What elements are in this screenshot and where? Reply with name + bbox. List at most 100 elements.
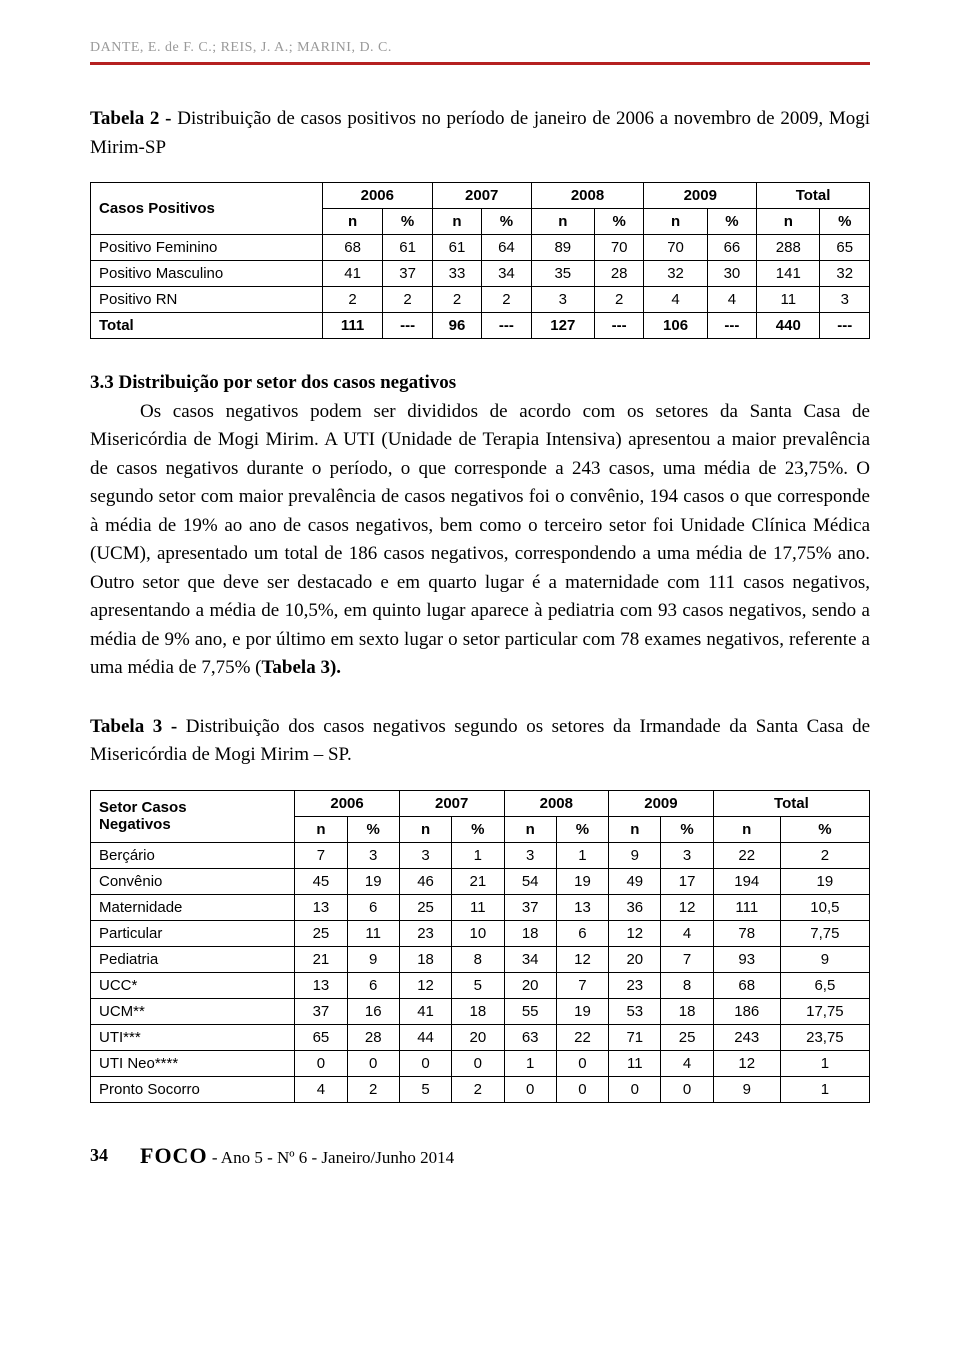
table3: Setor Casos Negativos 2006 2007 2008 200… <box>90 790 870 1103</box>
cell: 54 <box>504 868 556 894</box>
cell: 70 <box>644 235 707 261</box>
cell: 13 <box>556 894 608 920</box>
page-footer: 34 FOCO - Ano 5 - Nº 6 - Janeiro/Junho 2… <box>90 1143 870 1169</box>
cell: 1 <box>780 1076 869 1102</box>
cell: 4 <box>661 920 713 946</box>
cell: 96 <box>432 313 481 339</box>
row-label: Pediatria <box>91 946 295 972</box>
table-row: Positivo RN22223244113 <box>91 287 870 313</box>
cell: 65 <box>820 235 870 261</box>
cell: 44 <box>399 1024 451 1050</box>
cell: 68 <box>322 235 383 261</box>
cell: 7 <box>295 842 347 868</box>
cell: 0 <box>661 1076 713 1102</box>
cell: 71 <box>609 1024 661 1050</box>
table-row: Maternidade13625113713361211110,5 <box>91 894 870 920</box>
cell: 141 <box>757 261 820 287</box>
cell: 9 <box>609 842 661 868</box>
row-label: UTI Neo**** <box>91 1050 295 1076</box>
cell: 64 <box>482 235 531 261</box>
cell: 0 <box>504 1076 556 1102</box>
cell: 6,5 <box>780 972 869 998</box>
table-row: Pediatria2191883412207939 <box>91 946 870 972</box>
cell: --- <box>383 313 432 339</box>
table-row: UCC*136125207238686,5 <box>91 972 870 998</box>
cell: --- <box>820 313 870 339</box>
cell: 25 <box>399 894 451 920</box>
cell: 0 <box>399 1050 451 1076</box>
cell: 35 <box>531 261 594 287</box>
cell: 25 <box>661 1024 713 1050</box>
cell: 19 <box>556 868 608 894</box>
cell: 32 <box>820 261 870 287</box>
cell: --- <box>482 313 531 339</box>
cell: 3 <box>504 842 556 868</box>
cell: 17,75 <box>780 998 869 1024</box>
section-3-3-tail: Tabela 3). <box>261 657 341 678</box>
row-label: UCC* <box>91 972 295 998</box>
cell: 243 <box>713 1024 780 1050</box>
row-label: UCM** <box>91 998 295 1024</box>
table3-col-group-label: Setor Casos Negativos <box>91 790 295 842</box>
cell: 12 <box>661 894 713 920</box>
cell: 21 <box>452 868 504 894</box>
cell: 89 <box>531 235 594 261</box>
cell: 8 <box>661 972 713 998</box>
cell: 22 <box>713 842 780 868</box>
cell: 2 <box>383 287 432 313</box>
row-label: Positivo Feminino <box>91 235 323 261</box>
cell: 37 <box>295 998 347 1024</box>
cell: 1 <box>556 842 608 868</box>
cell: 6 <box>347 972 399 998</box>
cell: 111 <box>322 313 383 339</box>
table3-caption-text: Distribuição dos casos negativos segundo… <box>90 716 870 766</box>
cell: --- <box>707 313 756 339</box>
cell: 36 <box>609 894 661 920</box>
page-number: 34 <box>90 1145 120 1166</box>
table3-caption-label: Tabela 3 - <box>90 716 186 737</box>
cell: 0 <box>295 1050 347 1076</box>
cell: 66 <box>707 235 756 261</box>
cell: 19 <box>556 998 608 1024</box>
table2-year-3: 2009 <box>644 183 757 209</box>
cell: 65 <box>295 1024 347 1050</box>
cell: 2 <box>452 1076 504 1102</box>
table-row: UTI Neo****000010114121 <box>91 1050 870 1076</box>
table2-caption-text: Distribuição de casos positivos no perío… <box>90 108 870 158</box>
cell: 9 <box>347 946 399 972</box>
cell: 2 <box>482 287 531 313</box>
cell: 12 <box>556 946 608 972</box>
table2-year-4: Total <box>757 183 870 209</box>
cell: 13 <box>295 894 347 920</box>
section-3-3: 3.3 Distribuição por setor dos casos neg… <box>90 369 870 683</box>
table2-year-2: 2008 <box>531 183 644 209</box>
table-row: Positivo Masculino413733343528323014132 <box>91 261 870 287</box>
row-label: Maternidade <box>91 894 295 920</box>
cell: 32 <box>644 261 707 287</box>
cell: 186 <box>713 998 780 1024</box>
cell: 53 <box>609 998 661 1024</box>
cell: 7 <box>661 946 713 972</box>
cell: 63 <box>504 1024 556 1050</box>
header-divider <box>90 62 870 65</box>
cell: 37 <box>504 894 556 920</box>
cell: 61 <box>432 235 481 261</box>
table-row: Positivo Feminino686161648970706628865 <box>91 235 870 261</box>
table-row: Particular25112310186124787,75 <box>91 920 870 946</box>
row-label: Convênio <box>91 868 295 894</box>
table3-year-1: 2007 <box>399 790 504 816</box>
section-3-3-heading: 3.3 Distribuição por setor dos casos neg… <box>90 372 456 393</box>
cell: 23 <box>399 920 451 946</box>
cell: 23,75 <box>780 1024 869 1050</box>
cell: 4 <box>661 1050 713 1076</box>
cell: 20 <box>504 972 556 998</box>
cell: 0 <box>452 1050 504 1076</box>
cell: 1 <box>452 842 504 868</box>
cell: 28 <box>594 261 643 287</box>
journal-name: FOCO <box>140 1143 208 1168</box>
cell: 13 <box>295 972 347 998</box>
author-header: DANTE, E. de F. C.; REIS, J. A.; MARINI,… <box>90 40 870 56</box>
cell: 30 <box>707 261 756 287</box>
cell: 3 <box>661 842 713 868</box>
cell: 5 <box>452 972 504 998</box>
